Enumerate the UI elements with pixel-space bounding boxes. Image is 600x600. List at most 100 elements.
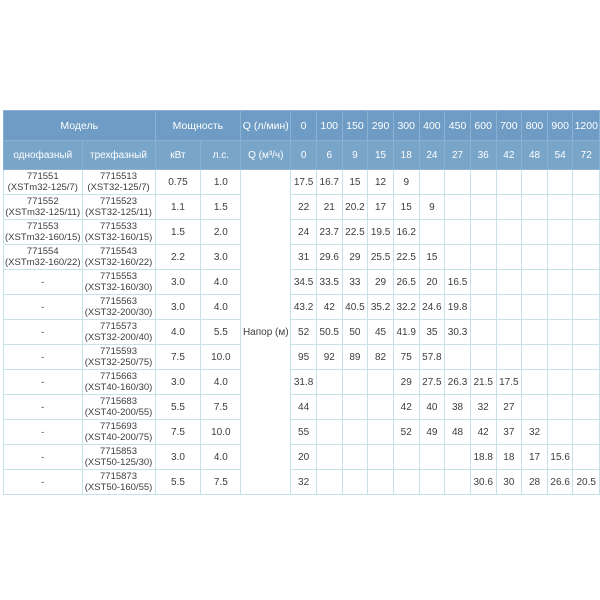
hp-cell: 3.0	[200, 244, 242, 270]
head-value-cell: 22.5	[392, 244, 420, 270]
head-value-cell	[521, 194, 548, 220]
head-value-cell: 31	[290, 244, 317, 270]
three-phase-model-cell: 7715593 (XST32-250/75)	[81, 344, 156, 370]
head-value-cell: 32	[290, 469, 317, 495]
head-value-cell	[572, 419, 600, 445]
head-value-cell: 24.6	[418, 294, 446, 320]
single-phase-model-cell-code: 771553	[26, 221, 59, 232]
three-phase-model-cell-code: 7715683	[100, 396, 137, 407]
head-value-cell: 52	[392, 419, 420, 445]
single-phase-model-cell: 771552 (XSTm32-125/11)	[3, 194, 83, 220]
head-value-cell: 21	[315, 194, 343, 220]
flow-lmin-value-header: 300	[392, 110, 420, 141]
head-value-cell	[495, 294, 523, 320]
head-value-cell: 18	[495, 444, 523, 470]
hp-cell: 4.0	[200, 369, 242, 395]
single-phase-model-cell: -	[3, 369, 83, 395]
hp-cell: 4.0	[200, 444, 242, 470]
head-value-cell: 26.3	[444, 369, 471, 395]
head-value-cell	[341, 469, 369, 495]
kw-cell: 0.75	[154, 169, 202, 195]
head-value-cell	[495, 244, 523, 270]
flow-lmin-value-header: 400	[418, 110, 446, 141]
head-value-cell	[572, 394, 600, 420]
flow-lmin-value-header: 800	[521, 110, 548, 141]
three-phase-model-cell-code: 7715533	[100, 221, 137, 232]
three-phase-model-cell: 7715523 (XST32-125/11)	[81, 194, 156, 220]
head-value-cell: 43.2	[290, 294, 317, 320]
head-value-cell	[572, 244, 600, 270]
single-phase-model-cell: -	[3, 419, 83, 445]
head-value-cell	[392, 444, 420, 470]
flow-m3h-value-header: 6	[315, 140, 343, 170]
head-value-cell: 19.5	[367, 219, 394, 245]
single-phase-model-cell: -	[3, 319, 83, 345]
three-phase-model-cell-code: 7715523	[100, 196, 137, 207]
head-value-cell	[469, 169, 497, 195]
three-phase-model-cell-name: (XST50-160/55)	[84, 482, 153, 493]
flow-m3h-value-header: 18	[392, 140, 420, 170]
table-row: -7715553 (XST32-160/30) 3.0 4.0 34.5 33.5 33 29…	[3, 269, 600, 295]
head-value-cell	[444, 194, 471, 220]
flow-lmin-label: Q (л/мин)	[240, 110, 292, 141]
head-value-cell: 17	[521, 444, 548, 470]
head-value-cell	[546, 294, 574, 320]
flow-m3h-value-header: 0	[290, 140, 317, 170]
head-value-cell: 50.5	[315, 319, 343, 345]
head-value-cell	[418, 219, 446, 245]
header-row-1: Модель Мощность Q (л/мин) 0 100 150 290 300 4…	[3, 110, 600, 141]
table-row: -7715683 (XST40-200/55) 5.5 7.5 44 42 40 38 32 27	[3, 394, 600, 420]
three-phase-model-cell-name: (XST40-200/75)	[84, 432, 153, 443]
three-phase-model-cell-code: 7715853	[100, 446, 137, 457]
head-value-cell: 32	[469, 394, 497, 420]
flow-m3h-value-header: 9	[341, 140, 369, 170]
head-value-cell: 30	[495, 469, 523, 495]
kw-cell: 2.2	[154, 244, 202, 270]
head-value-cell: 15	[341, 169, 369, 195]
three-phase-model-cell: 7715543 (XST32-160/22)	[81, 244, 156, 270]
three-phase-model-cell: 7715553 (XST32-160/30)	[81, 269, 156, 295]
kw-cell: 3.0	[154, 444, 202, 470]
kw-cell: 3.0	[154, 294, 202, 320]
head-value-cell	[444, 344, 471, 370]
head-value-cell: 15	[418, 244, 446, 270]
head-value-cell: 40.5	[341, 294, 369, 320]
head-value-cell: 50	[341, 319, 369, 345]
three-phase-column-header: трехфазный	[81, 140, 156, 170]
head-value-cell	[572, 269, 600, 295]
head-value-cell: 28	[521, 469, 548, 495]
kw-cell: 1.5	[154, 219, 202, 245]
head-value-cell	[367, 444, 394, 470]
flow-lmin-value-header: 100	[315, 110, 343, 141]
three-phase-model-cell-code: 7715563	[100, 296, 137, 307]
flow-lmin-value-header: 900	[546, 110, 574, 141]
single-phase-model-cell-name: (XSTm32-160/22)	[5, 257, 81, 268]
head-value-cell: 38	[444, 394, 471, 420]
flow-lmin-value-header: 450	[444, 110, 471, 141]
hp-cell: 2.0	[200, 219, 242, 245]
head-value-cell	[546, 394, 574, 420]
head-value-cell: 42	[392, 394, 420, 420]
flow-lmin-value-header: 700	[495, 110, 523, 141]
three-phase-model-cell-name: (XST40-200/55)	[84, 407, 153, 418]
head-value-cell	[367, 469, 394, 495]
head-value-cell: 20	[290, 444, 317, 470]
three-phase-model-cell: 7715693 (XST40-200/75)	[81, 419, 156, 445]
head-value-cell: 37	[495, 419, 523, 445]
head-value-cell: 92	[315, 344, 343, 370]
flow-m3h-value-header: 27	[444, 140, 471, 170]
head-value-cell: 17.5	[290, 169, 317, 195]
kw-cell: 7.5	[154, 419, 202, 445]
head-value-cell: 20	[418, 269, 446, 295]
hp-cell: 10.0	[200, 419, 242, 445]
flow-lmin-value-header: 0	[290, 110, 317, 141]
head-value-cell: 27	[495, 394, 523, 420]
head-value-cell	[444, 444, 471, 470]
head-value-cell: 16.7	[315, 169, 343, 195]
header-row-2: однофазный трехфазный кВт л.с. Q (м³/ч) …	[3, 140, 600, 170]
flow-m3h-value-header: 54	[546, 140, 574, 170]
head-value-cell: 35.2	[367, 294, 394, 320]
kw-cell: 4.0	[154, 319, 202, 345]
single-phase-column-header: однофазный	[3, 140, 83, 170]
head-value-cell: 45	[367, 319, 394, 345]
